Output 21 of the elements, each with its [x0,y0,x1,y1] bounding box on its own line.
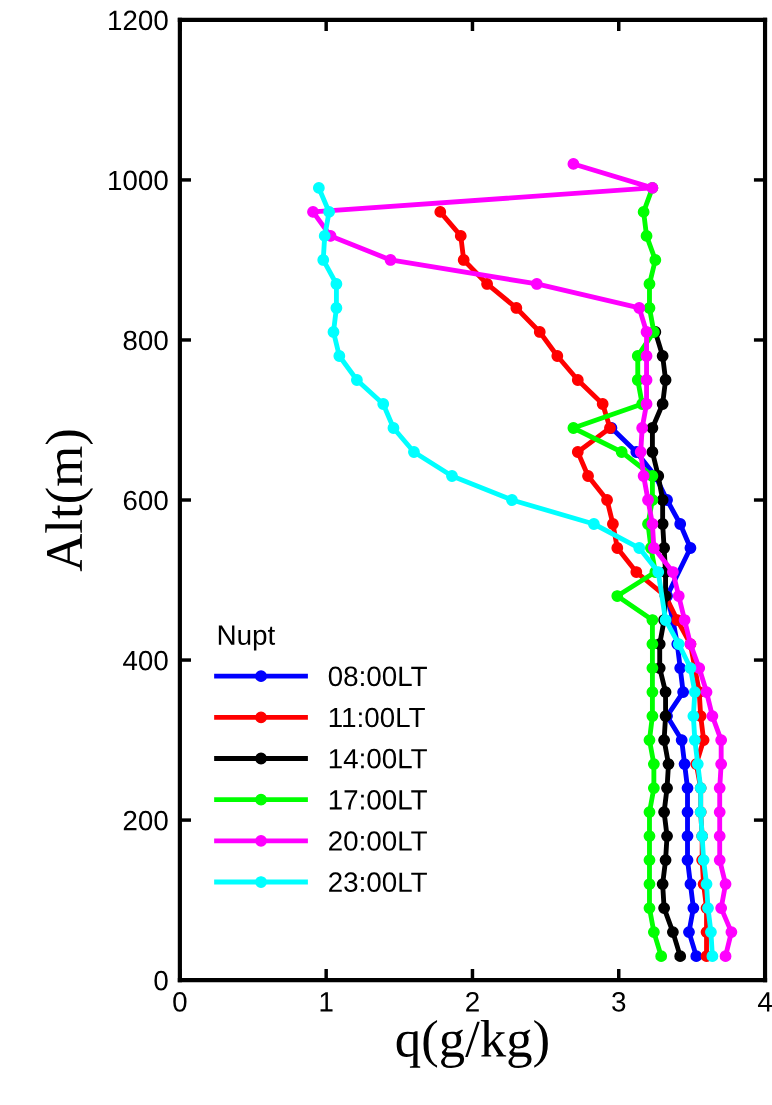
y-tick-label: 200 [123,810,168,831]
x-tick-label: 1 [320,992,333,1012]
legend-title: Nupt [218,625,276,651]
y-tick-label: 800 [123,330,168,351]
y-tick-label: 600 [123,490,168,511]
legend-label: 11:00LT [329,707,425,728]
legend-label: 23:00LT [329,872,427,893]
y-axis-title: Alt(m) [45,430,94,572]
legend-label: 14:00LT [329,748,427,769]
legend-label: 08:00LT [328,666,427,687]
x-tick-label: 4 [757,992,772,1012]
x-tick-label: 0 [173,991,187,1012]
y-tick-label: 0 [154,970,168,991]
y-tick-label: 400 [123,650,168,671]
legend-label: 20:00LT [329,831,427,851]
x-tick-label: 3 [612,991,626,1012]
x-tick-label: 2 [466,991,479,1012]
x-axis-title: q(g/kg) [396,1019,548,1068]
legend-label: 17:00LT [329,790,427,810]
y-tick-label: 1000 [109,170,168,191]
y-tick-label: 1200 [109,10,168,31]
